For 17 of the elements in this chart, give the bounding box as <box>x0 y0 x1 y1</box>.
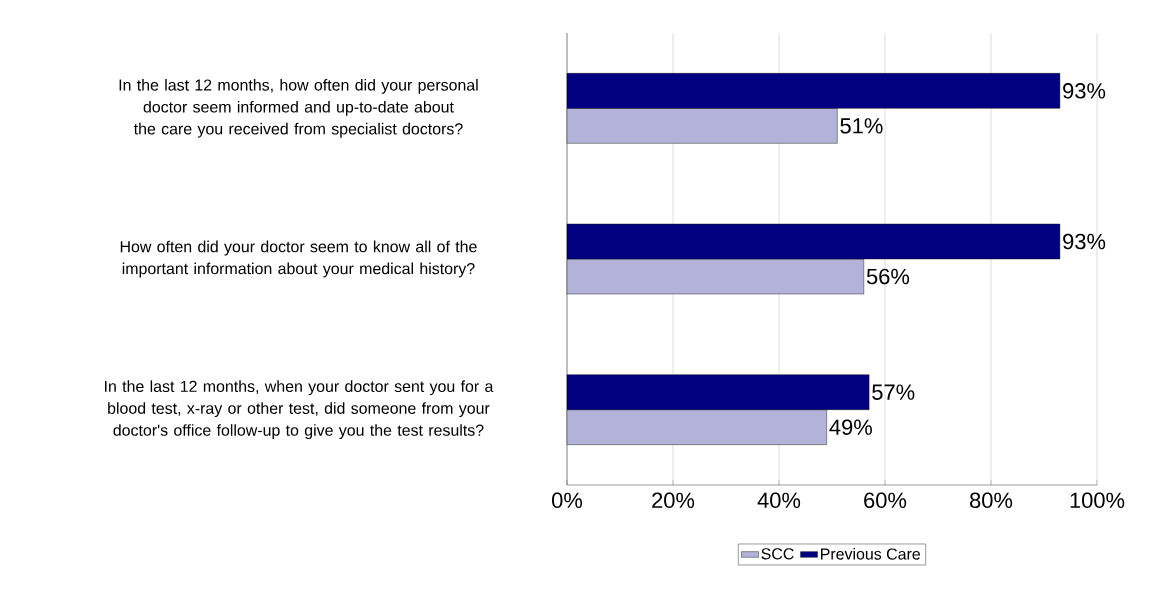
x-tick-label: 80% <box>970 492 1013 509</box>
data-label: 93% <box>1063 83 1106 99</box>
data-label: 57% <box>872 384 915 400</box>
x-tick-label: 40% <box>757 492 801 509</box>
data-label: 93% <box>1063 233 1106 250</box>
x-tick-label: 20% <box>652 492 695 509</box>
y-tick-label: How often did your doctor seem to know all of the important information about your medical history? <box>120 240 477 278</box>
x-tick-label: 0% <box>552 492 583 509</box>
data-label: 51% <box>840 118 883 134</box>
data-label: 56% <box>866 268 910 285</box>
y-tick-label: In the last 12 months, when your doctor sent you for a blood test, x-ray or other test, did someone from your doctor's office follow-up to give you the test results? <box>105 380 494 440</box>
legend-label: SCC <box>761 548 794 560</box>
legend-label: Previous Care <box>821 547 920 560</box>
x-tick-label: 60% <box>864 492 907 509</box>
data-label: 49% <box>829 419 872 435</box>
y-tick-label: In the last 12 months, how often did your personal doctor seem informed and up-to-date about the care you received from specialist doctors? <box>119 78 478 138</box>
x-tick-label: 100% <box>1070 492 1125 509</box>
